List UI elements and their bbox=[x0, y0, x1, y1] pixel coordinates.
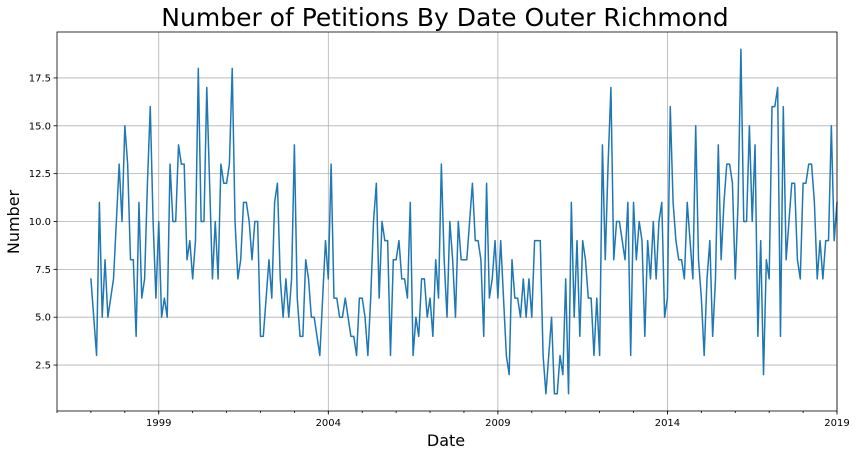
x-axis-ticks: 1999 2004 2009 2014 2019 bbox=[56, 411, 850, 429]
y-tick-label: 15.0 bbox=[29, 121, 51, 132]
y-tick-label: 2.5 bbox=[35, 361, 51, 372]
x-axis-label: Date bbox=[427, 431, 465, 450]
y-tick-label: 5.0 bbox=[35, 313, 51, 324]
x-tick-label: 2019 bbox=[824, 418, 849, 429]
series-line bbox=[90, 48, 838, 395]
x-tick-label: 2004 bbox=[316, 418, 341, 429]
y-axis-label: Number bbox=[4, 189, 23, 254]
series-layer bbox=[90, 48, 838, 395]
y-tick-label: 12.5 bbox=[29, 169, 51, 180]
y-tick-label: 10.0 bbox=[29, 217, 51, 228]
y-axis-ticks: 2.5 5.0 7.5 10.0 12.5 15.0 17.5 bbox=[29, 73, 57, 372]
chart-title: Number of Petitions By Date Outer Richmo… bbox=[161, 3, 728, 32]
x-tick-label: 1999 bbox=[146, 418, 171, 429]
y-tick-label: 17.5 bbox=[29, 73, 51, 84]
x-tick-label: 2009 bbox=[485, 418, 510, 429]
y-tick-label: 7.5 bbox=[35, 265, 51, 276]
x-tick-label: 2014 bbox=[655, 418, 680, 429]
